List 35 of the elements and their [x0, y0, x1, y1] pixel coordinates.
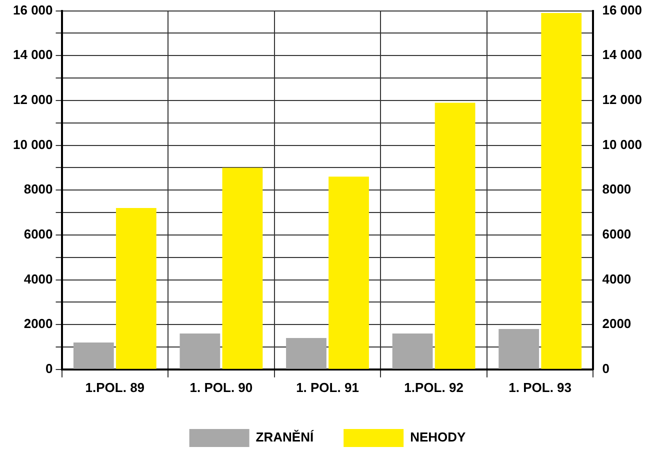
bar — [286, 338, 326, 369]
y2-tick-label: 10 000 — [602, 136, 642, 152]
bar — [434, 102, 476, 369]
bar — [328, 176, 369, 369]
y-tick-label: 12 000 — [12, 92, 53, 108]
y-tick-label: 10 000 — [12, 136, 53, 152]
bar — [541, 13, 582, 369]
y-tick-label: 2000 — [24, 316, 53, 332]
y2-tick-label: 6000 — [602, 226, 632, 242]
x-tick-label: 1.POL. 89 — [85, 380, 145, 395]
y2-tick-label: 4000 — [602, 271, 632, 286]
y2-tick-label: 12 000 — [602, 92, 642, 108]
y2-tick-label: 8000 — [602, 182, 632, 197]
y2-tick-label: 0 — [602, 360, 610, 376]
y2-tick-label: 2000 — [602, 316, 632, 332]
x-tick-label: 1. POL. 90 — [190, 380, 253, 395]
y2-tick-label: 16 000 — [602, 2, 642, 18]
y-tick-label: 14 000 — [12, 47, 53, 62]
bar — [180, 334, 220, 369]
bar — [73, 342, 114, 369]
x-tick-label: 1.POL. 92 — [404, 380, 464, 395]
y2-tick-label: 14 000 — [602, 47, 642, 62]
x-tick-label: 1. POL. 91 — [296, 380, 359, 395]
y-tick-label: 8000 — [24, 182, 53, 197]
bar — [222, 168, 263, 369]
legend-label: NEHODY — [410, 430, 466, 445]
y-tick-label: 4000 — [24, 271, 53, 286]
x-tick-label: 1. POL. 93 — [508, 380, 572, 395]
bar — [116, 208, 156, 369]
y-tick-label: 6000 — [24, 226, 53, 242]
y-tick-label: 0 — [46, 360, 53, 376]
bar — [498, 329, 540, 369]
bar — [392, 334, 433, 369]
legend-label: ZRANĚNÍ — [256, 430, 314, 445]
y-tick-label: 16 000 — [12, 2, 53, 18]
